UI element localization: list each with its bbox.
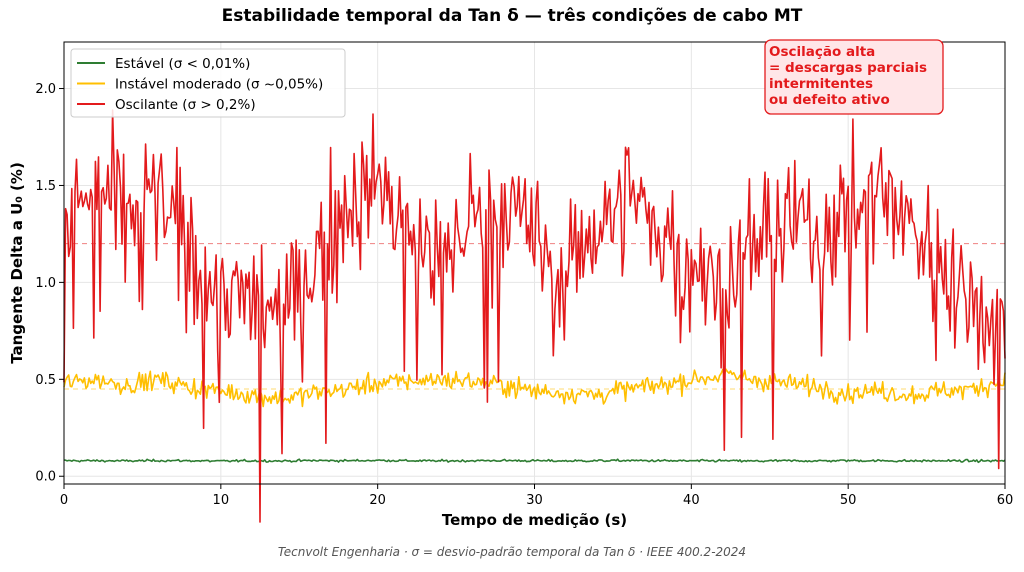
y-tick-label: 0.0 [35, 470, 56, 485]
annotation-line: = descargas parciais [769, 60, 927, 76]
series-line-2 [63, 368, 1006, 408]
footer-note: Tecnvolt Engenharia · σ = desvio-padrão … [277, 545, 747, 559]
series-line-3 [63, 109, 1006, 523]
x-tick-label: 0 [60, 493, 68, 508]
x-tick-label: 20 [369, 493, 386, 508]
y-tick-label: 2.0 [35, 82, 56, 97]
x-tick-label: 40 [683, 493, 700, 508]
annotation-line: ou defeito ativo [769, 92, 890, 108]
x-tick-label: 50 [840, 493, 857, 508]
chart-title: Estabilidade temporal da Tan δ — três co… [221, 6, 803, 26]
annotation-box: Oscilação alta= descargas parciaisinterm… [764, 39, 944, 115]
legend-entry: Instável moderado (σ ~0,05%) [115, 77, 323, 93]
annotation-line: Oscilação alta [769, 44, 875, 60]
legend-entry: Oscilante (σ > 0,2%) [115, 97, 256, 113]
legend: Estável (σ < 0,01%) Instável moderado (σ … [70, 48, 346, 118]
x-axis-label: Tempo de medição (s) [442, 511, 627, 529]
y-axis-label: Tangente Delta a U₀ (%) [8, 162, 26, 364]
annotation-line: intermitentes [769, 76, 873, 92]
series-line-1 [63, 458, 1006, 464]
x-tick-label: 60 [997, 493, 1014, 508]
y-tick-label: 1.0 [35, 276, 56, 291]
legend-box [70, 48, 346, 118]
legend-entry: Estável (σ < 0,01%) [115, 56, 250, 72]
x-tick-label: 30 [526, 493, 543, 508]
x-tick-label: 10 [213, 493, 230, 508]
y-tick-label: 1.5 [35, 179, 56, 194]
y-tick-label: 0.5 [35, 373, 56, 388]
annotation-frame [764, 39, 944, 115]
